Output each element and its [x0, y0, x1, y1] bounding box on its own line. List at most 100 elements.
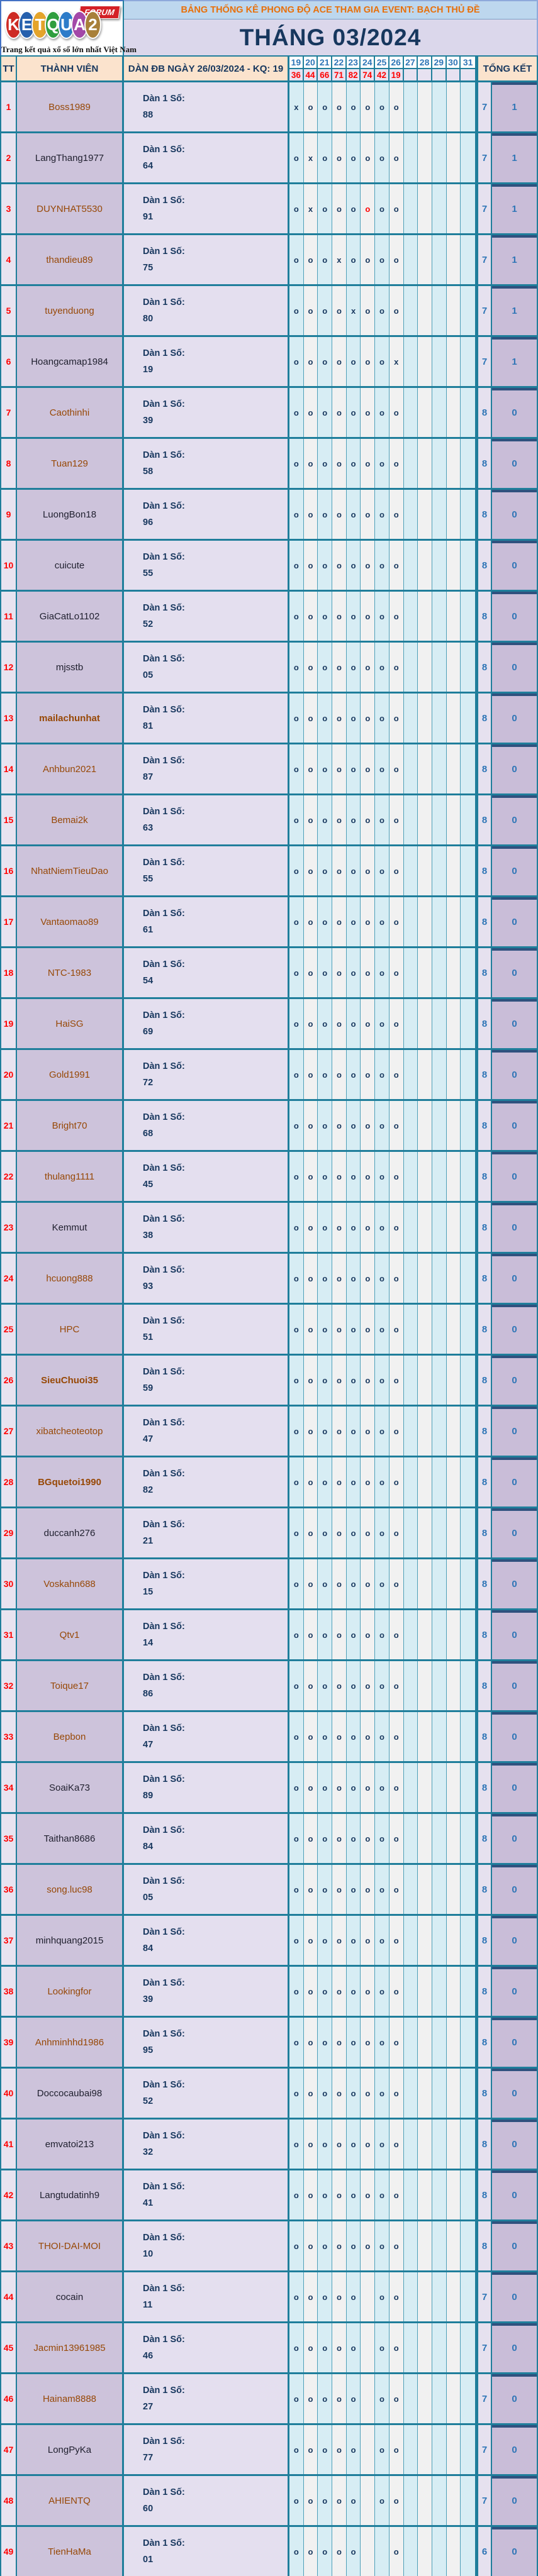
day-mark — [432, 286, 447, 335]
day-mark: o — [332, 1508, 347, 1557]
day-mark: o — [346, 2170, 361, 2219]
row-index: 18 — [0, 948, 17, 997]
day-mark: o — [361, 643, 376, 692]
day-mark — [432, 2069, 447, 2118]
day-number: 22 — [332, 57, 347, 69]
member-name: THOI-DAI-MOI — [17, 2221, 124, 2270]
day-result: 36 — [289, 69, 304, 80]
day-mark: o — [289, 1356, 304, 1405]
day-mark: o — [361, 1305, 376, 1354]
table-row: 22 thulang1111 Dàn 1 Số: 45 o o o o o o o o 8 0 — [0, 1152, 538, 1203]
event-title: BẢNG THỐNG KÊ PHONG ĐỘ ACE THAM GIA EVEN… — [124, 1, 537, 19]
day-mark: o — [289, 2425, 304, 2474]
row-index: 37 — [0, 1916, 17, 1965]
day-number: 23 — [346, 57, 361, 69]
day-mark: o — [346, 1967, 361, 2016]
day-mark: o — [289, 1407, 304, 1456]
day-mark — [432, 82, 447, 131]
day-mark — [446, 2018, 461, 2067]
dan-number: 95 — [143, 2045, 154, 2055]
member-name: Boss1989 — [17, 82, 124, 131]
day-mark: o — [289, 795, 304, 844]
day-mark: o — [375, 1508, 389, 1557]
day-mark: o — [375, 2374, 389, 2423]
total-score: 0 — [492, 1610, 538, 1659]
row-index: 34 — [0, 1763, 17, 1812]
day-mark — [461, 184, 475, 233]
day-mark — [418, 846, 432, 895]
dan-number: 82 — [143, 1485, 154, 1495]
day-mark — [432, 1712, 447, 1761]
day-mark: o — [289, 1661, 304, 1710]
day-mark: o — [389, 2221, 404, 2270]
row-index: 27 — [0, 1407, 17, 1456]
day-mark: o — [332, 1763, 347, 1812]
day-mark — [446, 1508, 461, 1557]
day-mark — [432, 2018, 447, 2067]
dan-cell: Dàn 1 Số: 52 — [124, 2069, 289, 2118]
member-name: DUYNHAT5530 — [17, 184, 124, 233]
total-score: 0 — [492, 2018, 538, 2067]
total-days: 8 — [478, 1407, 492, 1456]
day-mark — [418, 694, 432, 743]
row-index: 19 — [0, 999, 17, 1048]
day-mark — [432, 1050, 447, 1099]
dan-cell: Dàn 1 Số: 58 — [124, 439, 289, 488]
dan-number: 05 — [143, 1893, 154, 1903]
day-mark: o — [289, 1050, 304, 1099]
row-index: 21 — [0, 1101, 17, 1150]
table-row: 20 Gold1991 Dàn 1 Số: 72 o o o o o o o o 8 0 — [0, 1050, 538, 1101]
day-mark: o — [375, 2221, 389, 2270]
day-mark — [432, 1763, 447, 1812]
dan-label: Dàn 1 Số: — [143, 807, 185, 817]
total-score: 0 — [492, 439, 538, 488]
day-mark: o — [303, 1916, 318, 1965]
row-index: 4 — [0, 235, 17, 284]
dan-number: 69 — [143, 1027, 154, 1037]
day-mark: o — [289, 2374, 304, 2423]
day-mark: o — [332, 1610, 347, 1659]
day-mark: o — [332, 1050, 347, 1099]
day-mark: o — [332, 2272, 347, 2321]
row-index: 16 — [0, 846, 17, 895]
member-name: LangThang1977 — [17, 133, 124, 182]
day-mark: o — [346, 2527, 361, 2576]
day-mark: o — [318, 795, 333, 844]
day-mark — [446, 235, 461, 284]
total-score: 0 — [492, 2120, 538, 2169]
total-days: 8 — [478, 2018, 492, 2067]
day-mark: o — [361, 2120, 376, 2169]
day-mark: x — [303, 184, 318, 233]
day-mark: o — [346, 948, 361, 997]
day-mark — [446, 1101, 461, 1150]
day-mark: o — [332, 2425, 347, 2474]
day-mark: o — [318, 82, 333, 131]
day-mark: o — [389, 2425, 404, 2474]
day-mark — [461, 948, 475, 997]
table-row: 36 song.luc98 Dàn 1 Số: 05 o o o o o o o o 8 0 — [0, 1865, 538, 1916]
day-mark: o — [332, 439, 347, 488]
day-mark — [432, 592, 447, 641]
total-days: 7 — [478, 337, 492, 386]
day-mark — [418, 1305, 432, 1354]
day-mark: o — [289, 999, 304, 1048]
member-name: Anhbun2021 — [17, 744, 124, 793]
day-mark: o — [332, 1152, 347, 1201]
day-mark: o — [346, 2221, 361, 2270]
day-mark: o — [303, 1101, 318, 1150]
dan-cell: Dàn 1 Số: 61 — [124, 897, 289, 946]
day-mark: o — [289, 1508, 304, 1557]
day-mark — [403, 897, 418, 946]
total-score: 0 — [492, 490, 538, 539]
day-mark — [403, 1101, 418, 1150]
day-mark: o — [346, 1763, 361, 1812]
member-name: xibatcheoteotop — [17, 1407, 124, 1456]
day-mark: o — [375, 2170, 389, 2219]
day-mark: o — [389, 795, 404, 844]
day-mark — [446, 1356, 461, 1405]
day-mark — [446, 286, 461, 335]
